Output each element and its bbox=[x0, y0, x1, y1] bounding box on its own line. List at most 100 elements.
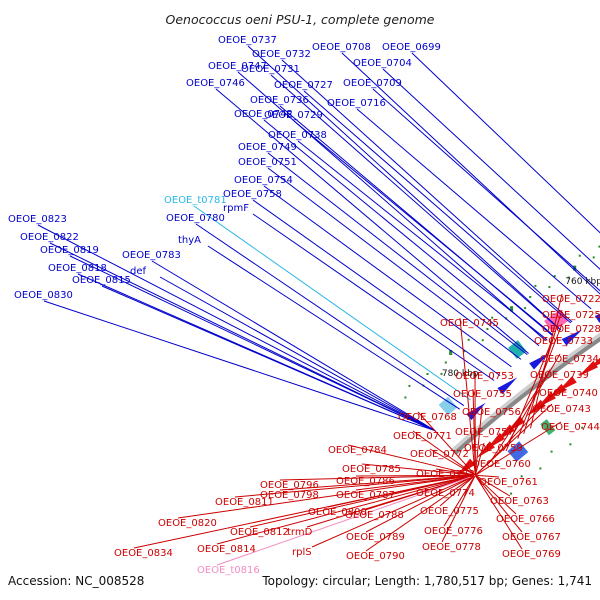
leader-line bbox=[133, 474, 476, 549]
gene-label: OEOE_0699 bbox=[382, 42, 441, 53]
forward-gene-arrow bbox=[529, 353, 550, 370]
leader-line bbox=[443, 475, 476, 527]
gene-label: OEOE_t0816 bbox=[197, 565, 260, 576]
leader-line bbox=[365, 474, 476, 533]
leader-line bbox=[37, 224, 436, 432]
leader-line bbox=[195, 223, 465, 407]
gene-label: OEOE_0729 bbox=[264, 110, 323, 121]
gc-dot bbox=[467, 338, 470, 341]
gene-label: OEOE_0768 bbox=[398, 412, 457, 423]
gc-dot bbox=[581, 426, 584, 429]
leader-line bbox=[297, 140, 548, 341]
gene-label: OEOE_0778 bbox=[422, 542, 481, 553]
forward-gene-arrow bbox=[497, 377, 518, 395]
gene-label: OEOE_0731 bbox=[241, 64, 300, 75]
gene-label: OEOE_0819 bbox=[40, 245, 99, 256]
leader-line bbox=[101, 285, 436, 432]
leader-line bbox=[267, 152, 528, 355]
leader-line bbox=[487, 387, 560, 465]
gene-label: OEOE_0772 bbox=[410, 449, 469, 460]
leader-line bbox=[361, 463, 476, 476]
leader-line bbox=[474, 406, 483, 476]
leader-line bbox=[474, 442, 485, 476]
leader-line bbox=[474, 474, 517, 515]
gene-label: OEOE_0740 bbox=[539, 388, 598, 399]
leader-line bbox=[293, 120, 554, 336]
gc-dot bbox=[440, 372, 443, 375]
leader-line bbox=[69, 255, 436, 432]
gc-dot bbox=[426, 373, 429, 375]
leader-line bbox=[267, 167, 522, 360]
leader-line bbox=[356, 108, 592, 310]
gene-labels: OEOE_0737OEOE_0747OEOE_0746OEOE_0732OEOE… bbox=[8, 35, 600, 576]
leader-line bbox=[355, 474, 476, 477]
leader-line bbox=[159, 276, 436, 432]
gene-label: def bbox=[130, 266, 147, 277]
reverse-gene-arrow bbox=[557, 376, 577, 393]
leader-line bbox=[247, 45, 562, 331]
gene-label: OEOE_0758 bbox=[223, 189, 282, 200]
gene-label: OEOE_0766 bbox=[496, 514, 555, 525]
gene-label: OEOE_0834 bbox=[114, 548, 173, 559]
gene-label: OEOE_0727 bbox=[274, 80, 333, 91]
gene-label: OEOE_0753 bbox=[455, 371, 514, 382]
leader-line bbox=[412, 430, 476, 476]
leader-line bbox=[435, 468, 476, 476]
gc-dot bbox=[463, 350, 466, 353]
gene-label: OEOE_0789 bbox=[346, 532, 405, 543]
leader-line bbox=[263, 119, 540, 347]
gene-label: OEOE_0742 bbox=[234, 109, 293, 120]
gene-label: OEOE_0708 bbox=[312, 42, 371, 53]
leader-line bbox=[237, 71, 547, 342]
gc-dot bbox=[550, 450, 553, 453]
gene-label: OEOE_0820 bbox=[158, 518, 217, 529]
gc-dot bbox=[486, 328, 489, 330]
gene-label: OEOE_0818 bbox=[48, 263, 107, 274]
gene-label: OEOE_0746 bbox=[186, 78, 245, 89]
gc-dot bbox=[534, 284, 537, 287]
gene-label: OEOE_0775 bbox=[420, 506, 479, 517]
gene-label: OEOE_0785 bbox=[342, 464, 401, 475]
backbone-shadow bbox=[451, 332, 600, 453]
leader-line bbox=[281, 59, 573, 323]
gc-dot bbox=[404, 396, 407, 399]
gene-label: OEOE_0757 bbox=[455, 427, 514, 438]
gene-label: OEOE_0743 bbox=[532, 404, 591, 415]
leader-line bbox=[215, 88, 529, 354]
gene-label: OEOE_0761 bbox=[479, 477, 538, 488]
gene-label: OEOE_0716 bbox=[327, 98, 386, 109]
gc-dot bbox=[539, 467, 542, 470]
gene-label: OEOE_0749 bbox=[238, 142, 297, 153]
gene-label: OEOE_0830 bbox=[14, 290, 73, 301]
gc-dot bbox=[598, 245, 600, 248]
gene-label: OEOE_0738 bbox=[268, 130, 327, 141]
leader-line bbox=[234, 474, 476, 498]
gene-label: OEOE_0776 bbox=[424, 526, 483, 537]
leader-line bbox=[365, 474, 476, 552]
gc-dot bbox=[548, 286, 551, 289]
gene-label: OEOE_0800 bbox=[308, 507, 367, 518]
leader-line bbox=[303, 90, 572, 324]
gene-label: OEOE_0811 bbox=[215, 497, 274, 508]
gene-label: OEOE_0786 bbox=[336, 476, 395, 487]
gene-label: OEOE_0798 bbox=[260, 490, 319, 501]
gene-label: OEOE_0755 bbox=[453, 389, 512, 400]
leader-line bbox=[489, 369, 551, 463]
gene-label: OEOE_0784 bbox=[328, 445, 387, 456]
gc-dot bbox=[408, 384, 411, 387]
accession-label: Accession: NC_008528 bbox=[8, 574, 144, 588]
gene-label: OEOE_0763 bbox=[490, 496, 549, 507]
leader-line bbox=[523, 309, 563, 434]
gc-dot bbox=[592, 256, 595, 259]
gene-label: OEOE_0747 bbox=[208, 61, 267, 72]
gene-label: OEOE_0732 bbox=[252, 49, 311, 60]
leader-line bbox=[177, 474, 476, 519]
leader-line bbox=[347, 444, 476, 476]
leader-line bbox=[475, 474, 500, 478]
leader-line bbox=[263, 185, 512, 368]
leader-line bbox=[417, 411, 476, 476]
leader-line bbox=[502, 353, 561, 451]
forward-gene-arrow bbox=[466, 402, 486, 421]
reverse-gene-arrow bbox=[588, 357, 600, 369]
leader-line bbox=[151, 260, 436, 432]
